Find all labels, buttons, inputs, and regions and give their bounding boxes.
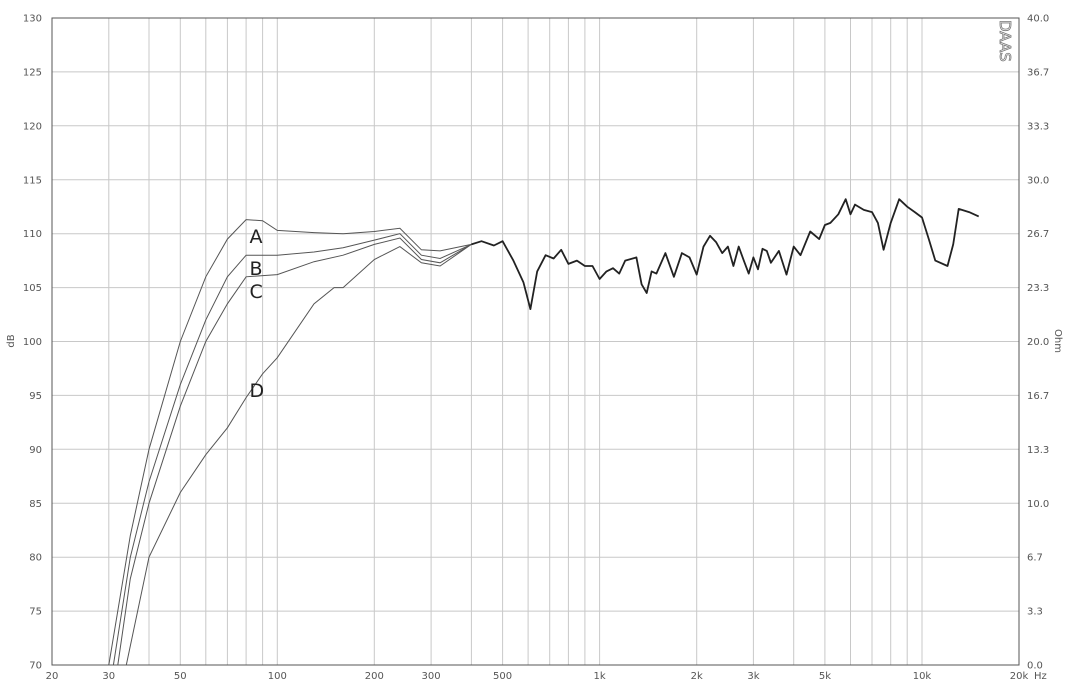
x-tick-label: 200 — [365, 671, 384, 682]
y-tick-label: 115 — [23, 175, 42, 186]
y2-tick-label: 13.3 — [1027, 445, 1049, 456]
y2-tick-label: 26.7 — [1027, 229, 1049, 240]
plot-frame — [51, 17, 1020, 666]
y2-tick-label: 30.0 — [1027, 175, 1049, 186]
y-tick-label: 70 — [29, 661, 42, 672]
y-tick-label: 105 — [23, 283, 42, 294]
y2-tick-label: 16.7 — [1027, 391, 1049, 402]
x-axis-unit: Hz — [1034, 671, 1047, 682]
axis-tick-labels: 20 30 50 100 200 300 500 1k 2k 3k 5k 10k 20k 70 75 80 85… — [23, 14, 1049, 683]
x-tick-label: 10k — [913, 671, 932, 682]
curve-label-b: B — [250, 258, 263, 280]
y2-tick-label: 23.3 — [1027, 283, 1049, 294]
y2-tick-label: 0.0 — [1027, 661, 1043, 672]
series-line-c — [117, 237, 472, 666]
x-tick-label: 5k — [819, 671, 831, 682]
y2-tick-label: 20.0 — [1027, 337, 1049, 348]
curve-label-c: C — [250, 281, 263, 303]
x-tick-label: 30 — [102, 671, 115, 682]
y-tick-label: 130 — [23, 14, 42, 25]
series-line-a — [108, 219, 472, 666]
curve-label-a: A — [250, 226, 263, 248]
y-tick-label: 90 — [29, 445, 42, 456]
y-tick-label: 110 — [23, 229, 42, 240]
x-tick-label: 3k — [747, 671, 759, 682]
x-tick-label: 1k — [594, 671, 606, 682]
y2-tick-label: 6.7 — [1027, 553, 1043, 564]
series-line-common — [471, 198, 980, 310]
y2-tick-label: 40.0 — [1027, 14, 1049, 25]
series-line-b — [112, 233, 472, 666]
y-tick-label: 125 — [23, 67, 42, 78]
y2-axis-label: Ohm — [1052, 329, 1063, 353]
y-tick-label: 80 — [29, 553, 42, 564]
series-line-d — [125, 243, 472, 666]
x-tick-label: 50 — [174, 671, 187, 682]
x-tick-label: 2k — [691, 671, 703, 682]
y2-tick-label: 36.7 — [1027, 67, 1049, 78]
y-tick-label: 85 — [29, 499, 42, 510]
x-tick-label: 20k — [1010, 671, 1029, 682]
curve-labels: ABC D — [250, 226, 265, 402]
y2-tick-label: 3.3 — [1027, 607, 1043, 618]
daas-logo: DAAS — [996, 20, 1014, 62]
y-axis-label: dB — [6, 334, 17, 347]
y2-tick-label: 33.3 — [1027, 121, 1049, 132]
x-tick-label: 20 — [46, 671, 59, 682]
x-tick-label: 300 — [422, 671, 441, 682]
response-curves — [108, 198, 980, 666]
y-tick-label: 120 — [23, 121, 42, 132]
x-tick-label: 500 — [493, 671, 512, 682]
y-tick-label: 95 — [29, 391, 42, 402]
x-tick-label: 100 — [268, 671, 287, 682]
y-tick-label: 75 — [29, 607, 42, 618]
y-tick-label: 100 — [23, 337, 42, 348]
y2-tick-label: 10.0 — [1027, 499, 1049, 510]
curve-label-d: D — [250, 380, 265, 402]
